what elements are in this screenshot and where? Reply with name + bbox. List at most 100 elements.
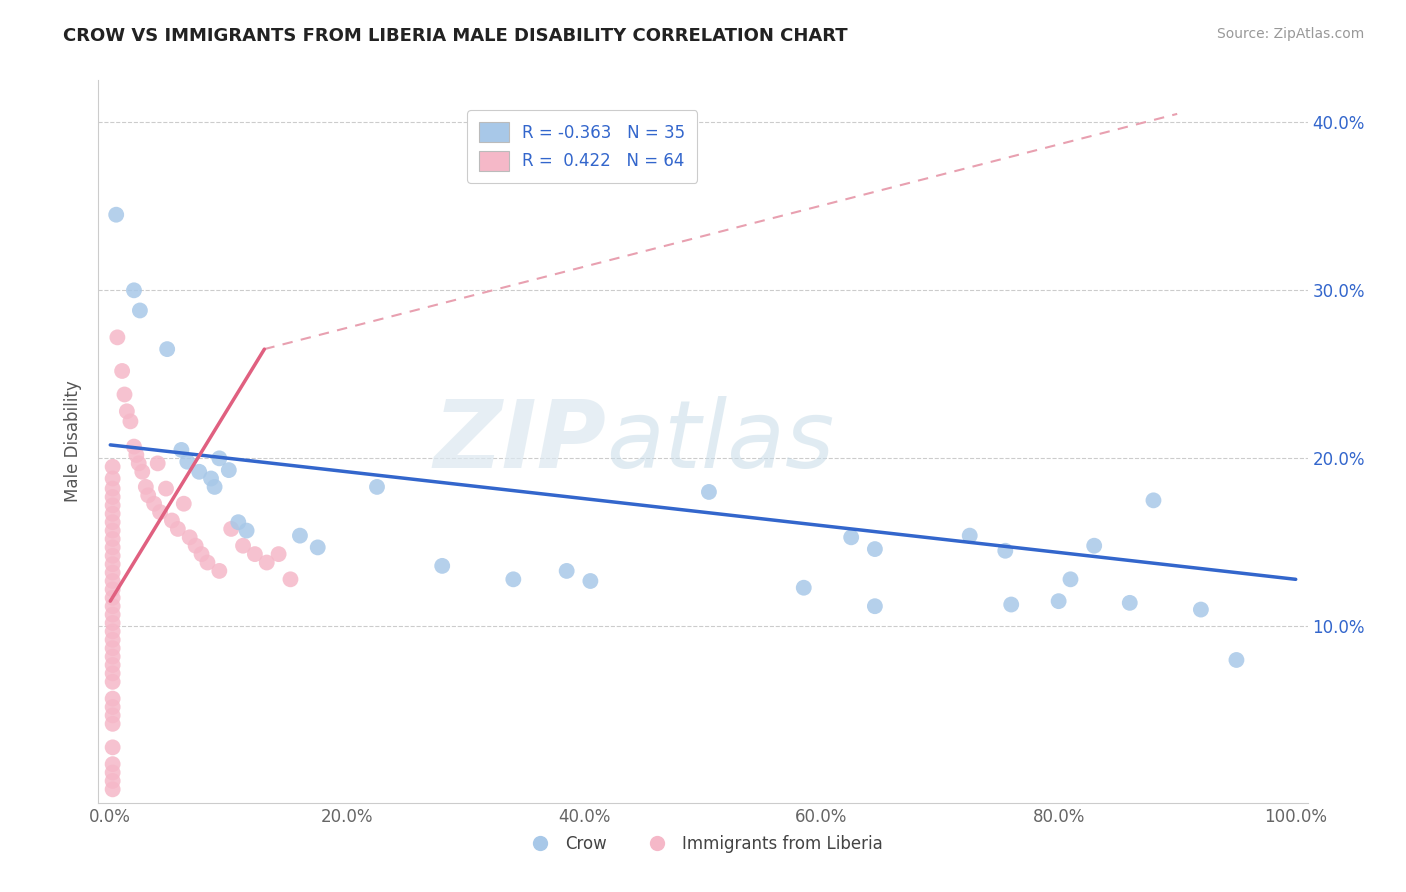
Legend: Crow, Immigrants from Liberia: Crow, Immigrants from Liberia xyxy=(517,828,889,860)
Text: ZIP: ZIP xyxy=(433,395,606,488)
Point xyxy=(793,581,815,595)
Point xyxy=(155,482,177,496)
Point xyxy=(101,549,124,563)
Point xyxy=(232,539,254,553)
Point xyxy=(307,541,329,555)
Point xyxy=(1000,598,1022,612)
Point xyxy=(267,547,290,561)
Point xyxy=(179,530,201,544)
Point xyxy=(959,528,981,542)
Point xyxy=(235,524,257,538)
Point xyxy=(200,471,222,485)
Point xyxy=(173,497,195,511)
Point xyxy=(101,782,124,797)
Point xyxy=(101,558,124,572)
Point xyxy=(143,497,166,511)
Point xyxy=(135,480,157,494)
Point xyxy=(101,774,124,789)
Point xyxy=(101,524,124,538)
Point xyxy=(863,542,886,557)
Point xyxy=(101,532,124,546)
Point xyxy=(366,480,388,494)
Point xyxy=(101,582,124,597)
Point xyxy=(101,624,124,639)
Point xyxy=(128,456,150,470)
Point xyxy=(208,564,231,578)
Point xyxy=(101,499,124,513)
Point xyxy=(101,459,124,474)
Text: atlas: atlas xyxy=(606,396,835,487)
Point xyxy=(839,530,862,544)
Y-axis label: Male Disability: Male Disability xyxy=(65,381,83,502)
Point xyxy=(579,574,602,588)
Point xyxy=(1189,602,1212,616)
Point xyxy=(101,716,124,731)
Point xyxy=(697,485,720,500)
Point xyxy=(170,442,193,457)
Point xyxy=(432,558,454,573)
Point xyxy=(219,522,242,536)
Point xyxy=(197,556,219,570)
Point xyxy=(1119,596,1142,610)
Point xyxy=(101,740,124,755)
Point xyxy=(101,541,124,555)
Point xyxy=(101,632,124,647)
Point xyxy=(101,641,124,656)
Point xyxy=(101,471,124,485)
Point xyxy=(204,480,226,494)
Point xyxy=(1083,539,1105,553)
Point xyxy=(166,522,188,536)
Point xyxy=(105,330,128,344)
Point xyxy=(101,482,124,496)
Point xyxy=(120,414,142,428)
Point xyxy=(101,765,124,780)
Point xyxy=(502,572,524,586)
Point xyxy=(101,599,124,614)
Point xyxy=(101,700,124,714)
Text: Source: ZipAtlas.com: Source: ZipAtlas.com xyxy=(1216,27,1364,41)
Point xyxy=(188,465,211,479)
Point xyxy=(101,507,124,521)
Point xyxy=(115,404,138,418)
Text: CROW VS IMMIGRANTS FROM LIBERIA MALE DISABILITY CORRELATION CHART: CROW VS IMMIGRANTS FROM LIBERIA MALE DIS… xyxy=(63,27,848,45)
Point xyxy=(190,547,212,561)
Point xyxy=(226,515,249,529)
Point xyxy=(1142,493,1164,508)
Point xyxy=(101,607,124,622)
Point xyxy=(131,465,153,479)
Point xyxy=(101,674,124,689)
Point xyxy=(218,463,240,477)
Point xyxy=(101,615,124,630)
Point xyxy=(101,757,124,772)
Point xyxy=(555,564,578,578)
Point xyxy=(256,556,278,570)
Point xyxy=(146,456,169,470)
Point xyxy=(122,283,145,297)
Point xyxy=(243,547,266,561)
Point xyxy=(101,666,124,681)
Point xyxy=(101,649,124,664)
Point xyxy=(1047,594,1070,608)
Point xyxy=(101,515,124,529)
Point xyxy=(129,303,152,318)
Point xyxy=(863,599,886,614)
Point xyxy=(105,208,128,222)
Point xyxy=(101,574,124,588)
Point xyxy=(101,691,124,706)
Point xyxy=(208,451,231,466)
Point xyxy=(101,490,124,504)
Point xyxy=(101,591,124,605)
Point xyxy=(176,455,198,469)
Point xyxy=(288,528,311,542)
Point xyxy=(111,364,134,378)
Point xyxy=(994,543,1017,558)
Point xyxy=(114,387,136,401)
Point xyxy=(101,566,124,580)
Point xyxy=(149,505,172,519)
Point xyxy=(160,514,183,528)
Point xyxy=(280,572,302,586)
Point xyxy=(1059,572,1081,586)
Point xyxy=(184,539,207,553)
Point xyxy=(136,488,159,502)
Point xyxy=(125,448,148,462)
